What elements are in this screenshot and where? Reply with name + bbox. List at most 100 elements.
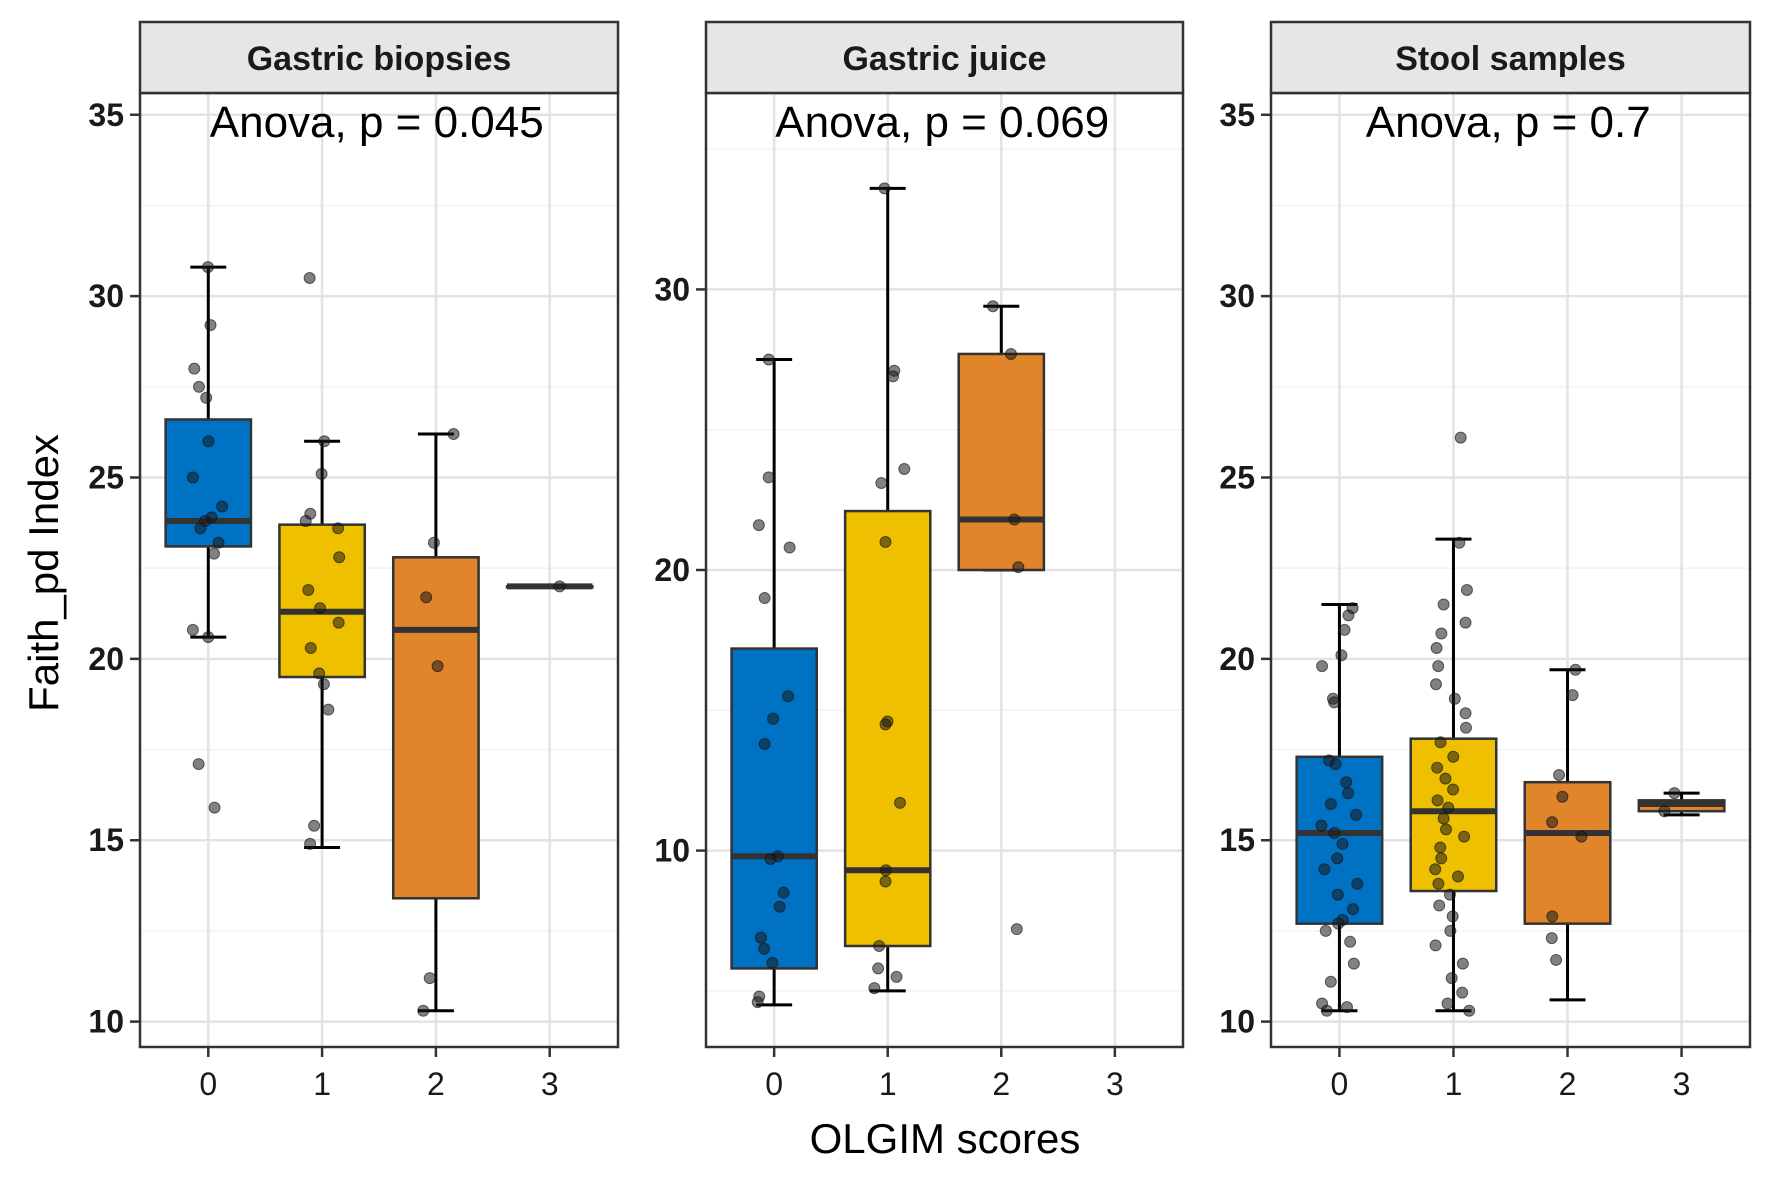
data-point	[1439, 772, 1452, 785]
data-point	[1443, 888, 1456, 901]
data-point	[1340, 1001, 1353, 1014]
data-point	[1440, 823, 1453, 836]
data-point	[308, 819, 321, 832]
data-point	[986, 300, 999, 313]
data-point	[1329, 758, 1342, 771]
data-point	[1442, 801, 1455, 814]
data-point	[188, 362, 201, 375]
data-point	[1434, 736, 1447, 749]
data-point	[208, 801, 221, 814]
x-tick-label: 3	[1673, 1066, 1691, 1102]
data-point	[1569, 663, 1582, 676]
data-point	[202, 435, 215, 448]
data-point	[333, 551, 346, 564]
data-point	[1328, 696, 1341, 709]
x-tick-label: 3	[1106, 1066, 1124, 1102]
data-point	[1553, 768, 1566, 781]
data-point	[192, 380, 205, 393]
box-2	[1523, 663, 1612, 1002]
data-point	[1463, 1004, 1476, 1017]
x-tick-label: 2	[992, 1066, 1010, 1102]
data-point	[887, 370, 900, 383]
panel-3: Stool samples Anova, p = 0.7 10 15 20 25 30 35 0…	[1219, 20, 1752, 1102]
data-point	[315, 467, 328, 480]
data-point	[764, 853, 777, 866]
box-1	[278, 271, 367, 850]
x-tick-label: 0	[1331, 1066, 1349, 1102]
data-point	[186, 623, 199, 636]
y-tick-label: 35	[1219, 97, 1255, 133]
data-point	[1550, 953, 1563, 966]
data-point	[1008, 513, 1021, 526]
x-tick-label: 0	[199, 1066, 217, 1102]
data-point	[1347, 903, 1360, 916]
data-point	[879, 875, 892, 888]
data-point	[212, 536, 225, 549]
data-point	[1434, 841, 1447, 854]
data-point	[1437, 812, 1450, 825]
data-point	[1435, 852, 1448, 865]
data-point	[1437, 598, 1450, 611]
data-point	[1658, 805, 1671, 818]
anova-annotation: Anova, p = 0.045	[210, 98, 544, 147]
box-0	[1295, 602, 1384, 1017]
data-point	[1429, 678, 1442, 691]
data-point	[1458, 830, 1471, 843]
box-iqr	[1523, 780, 1612, 925]
data-point	[201, 261, 214, 274]
data-point	[204, 319, 217, 332]
data-point	[872, 962, 885, 975]
data-point	[782, 690, 795, 703]
data-point	[758, 737, 771, 750]
y-tick-label: 20	[1219, 641, 1255, 677]
data-point	[1433, 899, 1446, 912]
data-point	[1331, 852, 1344, 865]
box-iqr	[957, 352, 1046, 572]
strip-background	[138, 20, 620, 95]
data-point	[762, 471, 775, 484]
data-point	[1575, 830, 1588, 843]
data-point	[299, 515, 312, 528]
data-point	[1315, 819, 1328, 832]
x-tick-label: 1	[879, 1066, 897, 1102]
data-point	[1441, 997, 1454, 1010]
data-point	[1004, 347, 1017, 360]
y-tick-label: 30	[88, 278, 124, 314]
data-point	[766, 956, 779, 969]
data-point	[1318, 863, 1331, 876]
data-point	[1431, 761, 1444, 774]
data-point	[1456, 957, 1469, 970]
box-iqr	[278, 523, 367, 679]
data-point	[302, 583, 315, 596]
y-tick-label: 25	[88, 460, 124, 496]
data-point	[1444, 924, 1457, 937]
data-point	[1432, 877, 1445, 890]
data-point	[1447, 783, 1460, 796]
data-point	[1316, 660, 1329, 673]
data-point	[875, 477, 888, 490]
data-point	[752, 519, 765, 532]
data-point	[758, 592, 771, 605]
x-axis-title: OLGIM scores	[810, 1115, 1081, 1162]
strip-label: Stool samples	[1395, 40, 1626, 78]
data-point	[1546, 816, 1559, 829]
data-point	[216, 500, 229, 513]
data-point	[420, 591, 433, 604]
data-point	[1324, 797, 1337, 810]
data-point	[417, 1004, 430, 1017]
y-tick-label: 30	[654, 271, 690, 307]
data-point	[1668, 787, 1681, 800]
strip-label: Gastric biopsies	[247, 40, 512, 78]
data-point	[1566, 689, 1579, 702]
y-tick-label: 20	[654, 552, 690, 588]
data-point	[1546, 910, 1559, 923]
data-point	[783, 541, 796, 554]
data-point	[186, 471, 199, 484]
data-point	[1429, 863, 1442, 876]
data-point	[1319, 924, 1332, 937]
box-0	[730, 353, 818, 1009]
data-point	[898, 462, 911, 475]
data-point	[1350, 808, 1363, 821]
data-point	[423, 972, 436, 985]
